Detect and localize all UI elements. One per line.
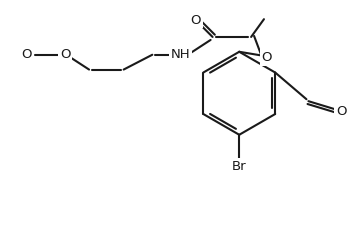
Text: Br: Br bbox=[232, 160, 247, 173]
Text: NH: NH bbox=[171, 48, 191, 61]
Text: O: O bbox=[262, 51, 272, 64]
Text: O: O bbox=[60, 48, 70, 61]
Text: O: O bbox=[190, 14, 201, 27]
Text: O: O bbox=[21, 48, 32, 61]
Text: O: O bbox=[336, 105, 346, 118]
